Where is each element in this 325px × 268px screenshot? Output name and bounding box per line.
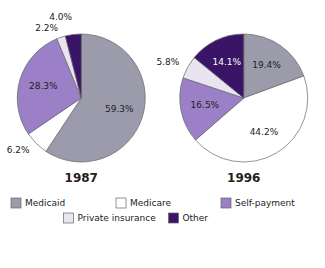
pie: 59.3% 6.2% 28.3% 2.2%4.0% [7,12,146,162]
legend-item: Other [169,213,209,224]
legend-swatch [116,198,126,208]
legend-label: Medicaid [25,198,65,208]
data-labels: 19.4% 44.2% 16.5% 5.8% 14.1% [156,57,281,137]
legend-label: Private insurance [78,213,157,223]
data-label: 6.2% [7,145,30,155]
chart: 59.3% 6.2% 28.3% 2.2%4.0% 1987 19.4% 44.2% 16.5… [0,0,325,268]
legend-swatch [169,213,179,223]
data-label: 2.2% [35,23,58,33]
legend-swatch [221,198,231,208]
legend-swatch [64,213,74,223]
legend-label: Medicare [130,198,171,208]
chart-title: 1987 [65,171,98,185]
legend-item: Self-payment [221,198,295,209]
data-label: 44.2% [250,127,279,137]
data-label: 14.1% [212,57,241,67]
slices [17,34,145,162]
data-label: 28.3% [29,81,58,91]
legend-item: Medicaid [11,198,65,209]
data-label: 19.4% [252,60,281,70]
legend-item: Medicare [116,198,171,209]
data-label: 59.3% [105,104,134,114]
data-label: 16.5% [191,100,220,110]
slice [65,34,81,98]
legend-label: Other [183,213,209,223]
data-label: 4.0% [49,12,72,22]
slices [180,34,308,162]
data-label: 5.8% [156,57,179,67]
legend-item: Private insurance [64,213,157,224]
chart-title: 1996 [227,171,260,185]
data-labels: 59.3% 6.2% 28.3% 2.2%4.0% [7,12,134,155]
legend-swatch [11,198,21,208]
legend: Medicaid Medicare Self-payment Private insu… [11,198,295,224]
legend-label: Self-payment [235,198,295,208]
slice [194,34,244,98]
pie: 19.4% 44.2% 16.5% 5.8% 14.1% [156,34,307,162]
